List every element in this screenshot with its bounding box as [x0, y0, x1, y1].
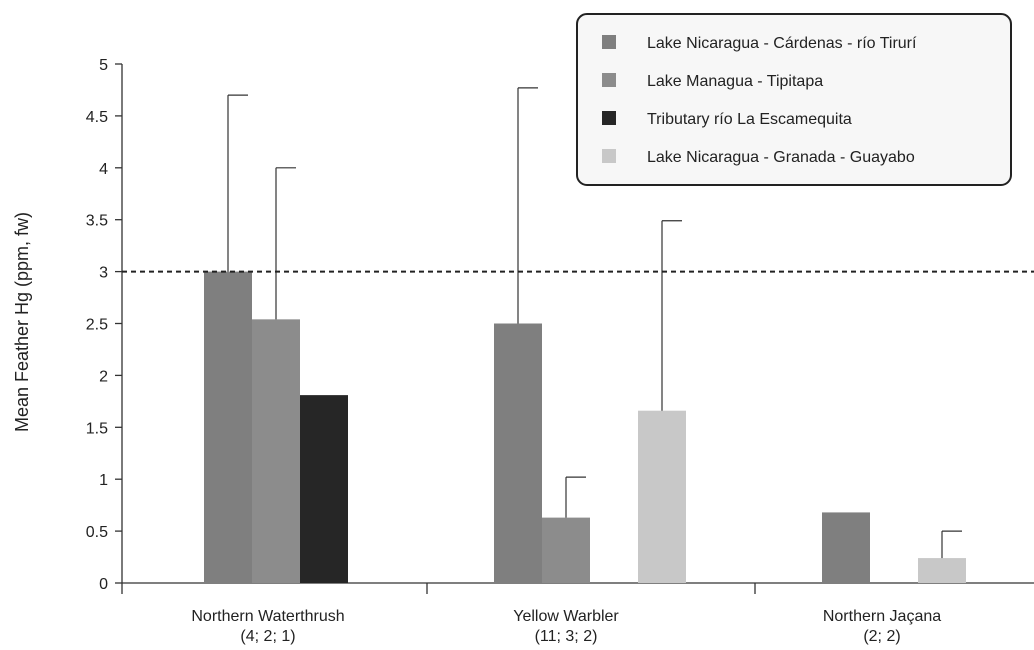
legend-swatch	[602, 73, 616, 87]
error-bars	[227, 87, 962, 559]
y-tick-label: 1	[99, 472, 108, 489]
y-tick-label: 3.5	[86, 213, 108, 230]
legend-box	[576, 13, 1012, 186]
bar	[494, 323, 542, 583]
y-tick-label: 3	[99, 265, 108, 282]
y-tick-label: 1.5	[86, 420, 108, 437]
bar	[638, 410, 686, 583]
y-tick-label: 5	[99, 57, 108, 74]
y-tick-label: 0	[99, 576, 108, 593]
legend-swatch	[602, 35, 616, 49]
x-tick-label: Northern Jaçana	[823, 608, 941, 625]
bar	[918, 558, 966, 583]
x-tick-label: Yellow Warbler	[513, 608, 619, 625]
y-tick-label: 2	[99, 368, 108, 385]
legend: Lake Nicaragua - Cárdenas - río Tirurí La…	[576, 13, 1012, 186]
legend-swatch	[602, 111, 616, 125]
legend-label: Lake Nicaragua - Cárdenas - río Tirurí	[647, 35, 917, 52]
bar	[300, 395, 348, 583]
y-tick-label: 0.5	[86, 524, 108, 541]
axes: 0 0.5 1 1.5 2 2.5 3 3.5 4 4.5 5 Northern Waterthrus…	[86, 57, 1034, 645]
x-tick-label: Northern Waterthrush	[191, 608, 344, 625]
x-tick-sublabel: (4; 2; 1)	[240, 628, 295, 645]
x-tick-sublabel: (11; 3; 2)	[535, 628, 598, 645]
x-tick-sublabel: (2; 2)	[863, 628, 900, 645]
legend-label: Lake Nicaragua - Granada - Guayabo	[647, 149, 915, 166]
bar	[252, 319, 300, 583]
bar	[204, 271, 252, 583]
bar	[542, 517, 590, 583]
bar	[822, 512, 870, 583]
y-tick-label: 4.5	[86, 109, 108, 126]
y-axis-title: Mean Feather Hg (ppm, fw)	[12, 212, 32, 432]
bars	[204, 271, 966, 583]
y-tick-label: 2.5	[86, 317, 108, 334]
legend-label: Lake Managua - Tipitapa	[647, 73, 823, 90]
y-tick-label: 4	[99, 161, 108, 178]
legend-swatch	[602, 149, 616, 163]
legend-label: Tributary río La Escamequita	[647, 111, 852, 128]
